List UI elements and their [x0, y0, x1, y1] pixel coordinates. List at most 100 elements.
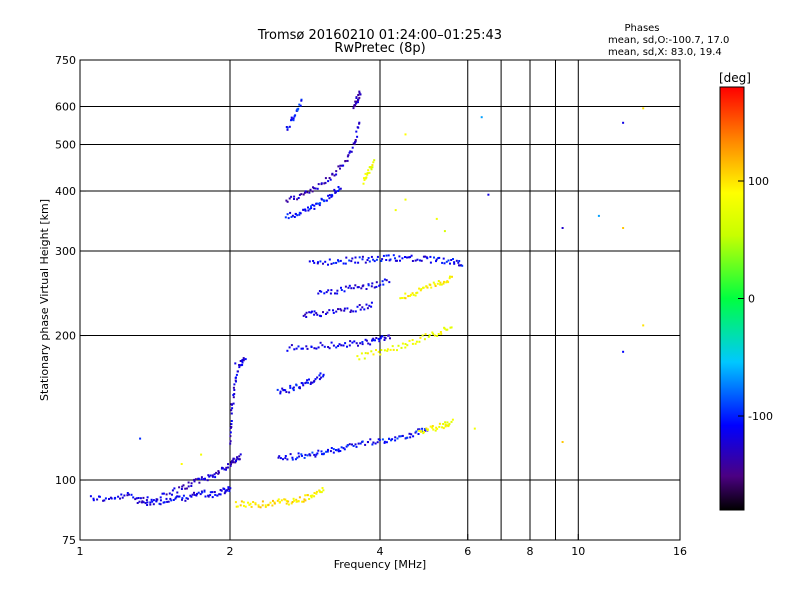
trace-point — [313, 310, 316, 313]
trace-point — [400, 346, 403, 349]
trace-point — [439, 283, 442, 286]
trace-point — [392, 348, 395, 351]
trace-point — [220, 489, 223, 492]
trace-point — [388, 281, 391, 284]
trace-point — [308, 378, 310, 381]
trace-point — [228, 490, 231, 492]
trace-point — [316, 452, 319, 455]
trace-point — [394, 439, 397, 442]
trace-point — [403, 296, 406, 299]
trace-point — [184, 487, 187, 490]
trace-point — [229, 440, 232, 443]
trace-point — [304, 208, 307, 211]
trace-point — [385, 259, 388, 261]
trace-point — [193, 480, 196, 483]
trace-point — [280, 499, 283, 502]
trace-point — [120, 493, 123, 496]
trace-point — [330, 195, 333, 198]
trace-point — [382, 254, 385, 257]
trace-point — [181, 485, 184, 488]
trace-point — [302, 384, 305, 387]
trace-point — [404, 256, 406, 258]
trace-point — [311, 310, 313, 313]
trace-point — [367, 257, 370, 259]
trace-point — [289, 211, 292, 214]
trace-point — [281, 387, 284, 390]
trace-point — [361, 440, 364, 443]
trace-point — [233, 389, 236, 391]
trace-point — [409, 256, 412, 259]
trace-point — [458, 264, 461, 267]
trace-point — [316, 262, 319, 265]
trace-point — [206, 479, 209, 482]
trace-point — [399, 435, 402, 438]
trace-point — [108, 498, 110, 500]
trace-point — [150, 498, 153, 501]
trace-point — [444, 425, 447, 428]
trace-point — [404, 346, 407, 349]
trace-point — [448, 277, 451, 280]
trace-point — [386, 348, 389, 351]
scatter-point — [642, 107, 645, 110]
x-tick-label: 8 — [527, 545, 534, 558]
trace-point — [291, 458, 294, 461]
trace-point — [197, 491, 200, 494]
trace-point — [292, 389, 295, 392]
trace-point — [363, 179, 366, 181]
trace-point — [320, 290, 323, 293]
trace-point — [458, 260, 461, 262]
trace-point — [340, 344, 343, 347]
trace-point — [404, 297, 407, 300]
trace-point — [441, 426, 444, 429]
trace-point — [159, 499, 162, 502]
trace-point — [158, 502, 161, 505]
trace-point — [286, 126, 289, 129]
trace-point — [310, 496, 313, 499]
trace-point — [445, 260, 448, 263]
trace-point — [350, 260, 353, 263]
colorbar-label: [deg] — [719, 71, 751, 85]
trace-point — [144, 502, 147, 505]
trace-point — [167, 500, 170, 503]
scatter-point — [561, 441, 564, 443]
trace-point — [358, 358, 361, 361]
scatter-point — [180, 463, 183, 465]
trace-point — [420, 259, 423, 262]
trace-point — [391, 438, 394, 441]
trace-point — [232, 386, 235, 389]
trace-point — [396, 437, 399, 440]
trace-point — [165, 497, 168, 500]
trace-point — [373, 260, 376, 263]
trace-point — [307, 206, 309, 209]
trace-point — [161, 492, 164, 495]
trace-point — [295, 347, 298, 350]
trace-point — [227, 466, 229, 469]
trace-point — [371, 282, 374, 285]
trace-point — [357, 261, 360, 264]
trace-point — [358, 121, 361, 124]
trace-point — [199, 493, 202, 496]
trace-point — [368, 260, 371, 263]
trace-point — [176, 491, 179, 494]
trace-point — [230, 420, 233, 422]
trace-point — [322, 489, 325, 492]
trace-point — [327, 263, 329, 266]
trace-point — [311, 381, 314, 384]
trace-point — [354, 140, 357, 143]
trace-point — [437, 257, 440, 260]
trace-point — [229, 435, 232, 438]
trace-point — [194, 478, 197, 481]
trace-point — [377, 350, 380, 353]
trace-point — [383, 440, 386, 443]
trace-point — [343, 309, 346, 312]
trace-point — [230, 409, 233, 412]
trace-point — [340, 309, 343, 312]
trace-point — [218, 471, 220, 474]
trace-point — [298, 496, 301, 499]
trace-point — [211, 491, 214, 494]
trace-point — [443, 280, 445, 283]
trace-point — [103, 499, 106, 502]
trace-point — [355, 342, 358, 345]
trace-point — [239, 364, 242, 367]
trace-point — [359, 342, 362, 345]
